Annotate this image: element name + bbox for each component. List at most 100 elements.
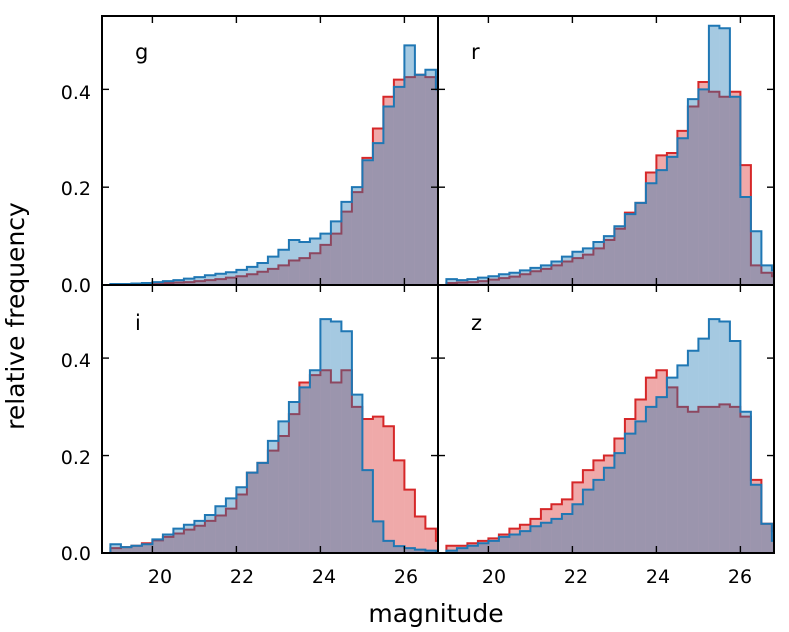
hist-bar-z-blue — [614, 453, 625, 553]
hist-bar-g-blue — [162, 281, 174, 285]
hist-bar-r-red — [551, 265, 562, 285]
hist-bar-z-blue — [572, 504, 583, 553]
hist-bar-r-red — [687, 106, 699, 285]
hist-outline-i-red — [109, 369, 438, 553]
hist-bar-r-red — [498, 278, 510, 285]
hist-bar-i-blue — [383, 540, 394, 553]
x-tick-label: 24 — [312, 566, 336, 588]
hist-bar-g-blue — [194, 277, 205, 285]
hist-bar-i-red — [435, 540, 438, 553]
hist-bar-g-red — [204, 280, 216, 285]
hist-bar-z-blue — [687, 350, 699, 553]
panel-label-i: i — [135, 311, 141, 335]
panel-label-g: g — [135, 40, 148, 64]
hist-bar-i-red — [225, 508, 237, 553]
hist-bar-r-blue — [771, 270, 774, 285]
hist-bar-i-blue — [141, 544, 153, 553]
hist-bar-r-blue — [603, 236, 615, 285]
hist-bar-z-red — [467, 543, 478, 553]
hist-bar-i-blue — [173, 528, 184, 553]
hist-bar-r-red — [530, 271, 541, 285]
hist-bar-r-blue — [509, 272, 520, 285]
hist-bar-g-red — [341, 211, 352, 285]
hist-bar-i-blue — [341, 331, 352, 553]
hist-bar-g-blue — [236, 269, 247, 285]
hist-bar-i-blue — [288, 401, 300, 553]
hist-bar-r-red — [740, 165, 751, 285]
hist-bar-r-blue — [750, 231, 762, 285]
hist-bar-g-blue — [372, 143, 384, 285]
hist-bar-g-red — [215, 279, 226, 285]
hist-bar-r-red — [624, 212, 636, 285]
hist-bar-i-red — [278, 436, 289, 553]
hist-bar-i-blue — [194, 520, 205, 553]
hist-bar-r-blue — [582, 248, 594, 285]
hist-bar-i-blue — [267, 440, 279, 553]
hist-bar-i-red — [362, 419, 373, 553]
hist-bar-z-blue — [698, 338, 709, 553]
hist-bar-g-blue — [204, 275, 216, 285]
hist-bar-r-blue — [498, 274, 510, 285]
hist-bar-g-blue — [404, 45, 415, 285]
hist-bar-z-red — [530, 518, 541, 553]
hist-bar-i-red — [120, 547, 132, 553]
hist-bar-g-blue — [330, 221, 342, 285]
hist-bar-i-blue — [299, 387, 310, 553]
hist-bar-z-red — [771, 531, 774, 553]
hist-bar-g-red — [425, 77, 436, 285]
hist-bar-i-blue — [362, 470, 373, 553]
hist-bar-g-red — [236, 276, 247, 285]
hist-bar-i-red — [383, 426, 394, 553]
hist-bar-r-red — [603, 240, 615, 285]
hist-bar-i-red — [110, 548, 121, 553]
hist-bar-z-red — [603, 455, 615, 553]
hist-bar-i-blue — [351, 394, 363, 553]
hist-bar-r-red — [635, 202, 646, 285]
hist-bar-i-blue — [204, 514, 216, 553]
hist-bar-i-red — [404, 489, 415, 553]
hist-bar-r-red — [645, 172, 657, 285]
hist-outline-i-blue — [109, 318, 438, 553]
hist-bar-r-blue — [645, 183, 657, 285]
hist-bar-g-red — [446, 109, 457, 285]
hist-bar-r-red — [771, 276, 774, 285]
hist-bar-z-red — [708, 406, 720, 553]
hist-bar-r-red — [593, 248, 604, 285]
hist-bar-g-red — [362, 157, 373, 285]
hist-bar-g-red — [267, 268, 279, 285]
hist-bar-z-red — [624, 419, 636, 553]
x-tick-label: 26 — [394, 566, 418, 588]
hist-bar-g-red — [320, 244, 331, 285]
hist-bar-r-blue — [467, 279, 478, 285]
hist-bar-r-blue — [456, 280, 468, 285]
x-axis-label: magnitude — [368, 599, 503, 628]
hist-bar-r-red — [488, 279, 499, 285]
x-tick-label: 26 — [728, 566, 752, 588]
hist-bar-i-red — [162, 536, 174, 553]
hist-bar-i-blue — [236, 487, 247, 553]
hist-bar-i-red — [425, 528, 436, 553]
hist-bar-r-blue — [593, 241, 604, 285]
hist-bar-g-blue — [320, 233, 331, 285]
hist-bar-g-blue — [425, 69, 436, 285]
hist-bar-g-blue — [257, 262, 268, 285]
hist-bar-r-blue — [530, 267, 541, 285]
hist-bar-i-blue — [278, 421, 289, 553]
hist-bar-r-blue — [740, 196, 751, 285]
hist-bar-i-red — [320, 370, 331, 553]
hist-bar-z-red — [477, 540, 489, 553]
hist-bar-g-blue — [267, 256, 279, 285]
hist-bar-z-blue — [603, 467, 615, 553]
panel-frame — [437, 284, 775, 554]
hist-bar-r-red — [582, 254, 594, 285]
y-axis-label: relative frequency — [1, 202, 30, 430]
hist-bar-z-red — [666, 387, 678, 553]
panel-labels: g r i z — [135, 40, 482, 335]
hist-bar-i-red — [173, 533, 184, 553]
hist-bar-i-red — [299, 382, 310, 553]
hist-bar-z-red — [498, 534, 510, 553]
hist-bar-z-blue — [729, 341, 741, 553]
hist-bar-g-red — [478, 212, 489, 285]
hist-bar-i-red — [309, 375, 321, 553]
hist-bar-g-blue — [278, 249, 289, 285]
